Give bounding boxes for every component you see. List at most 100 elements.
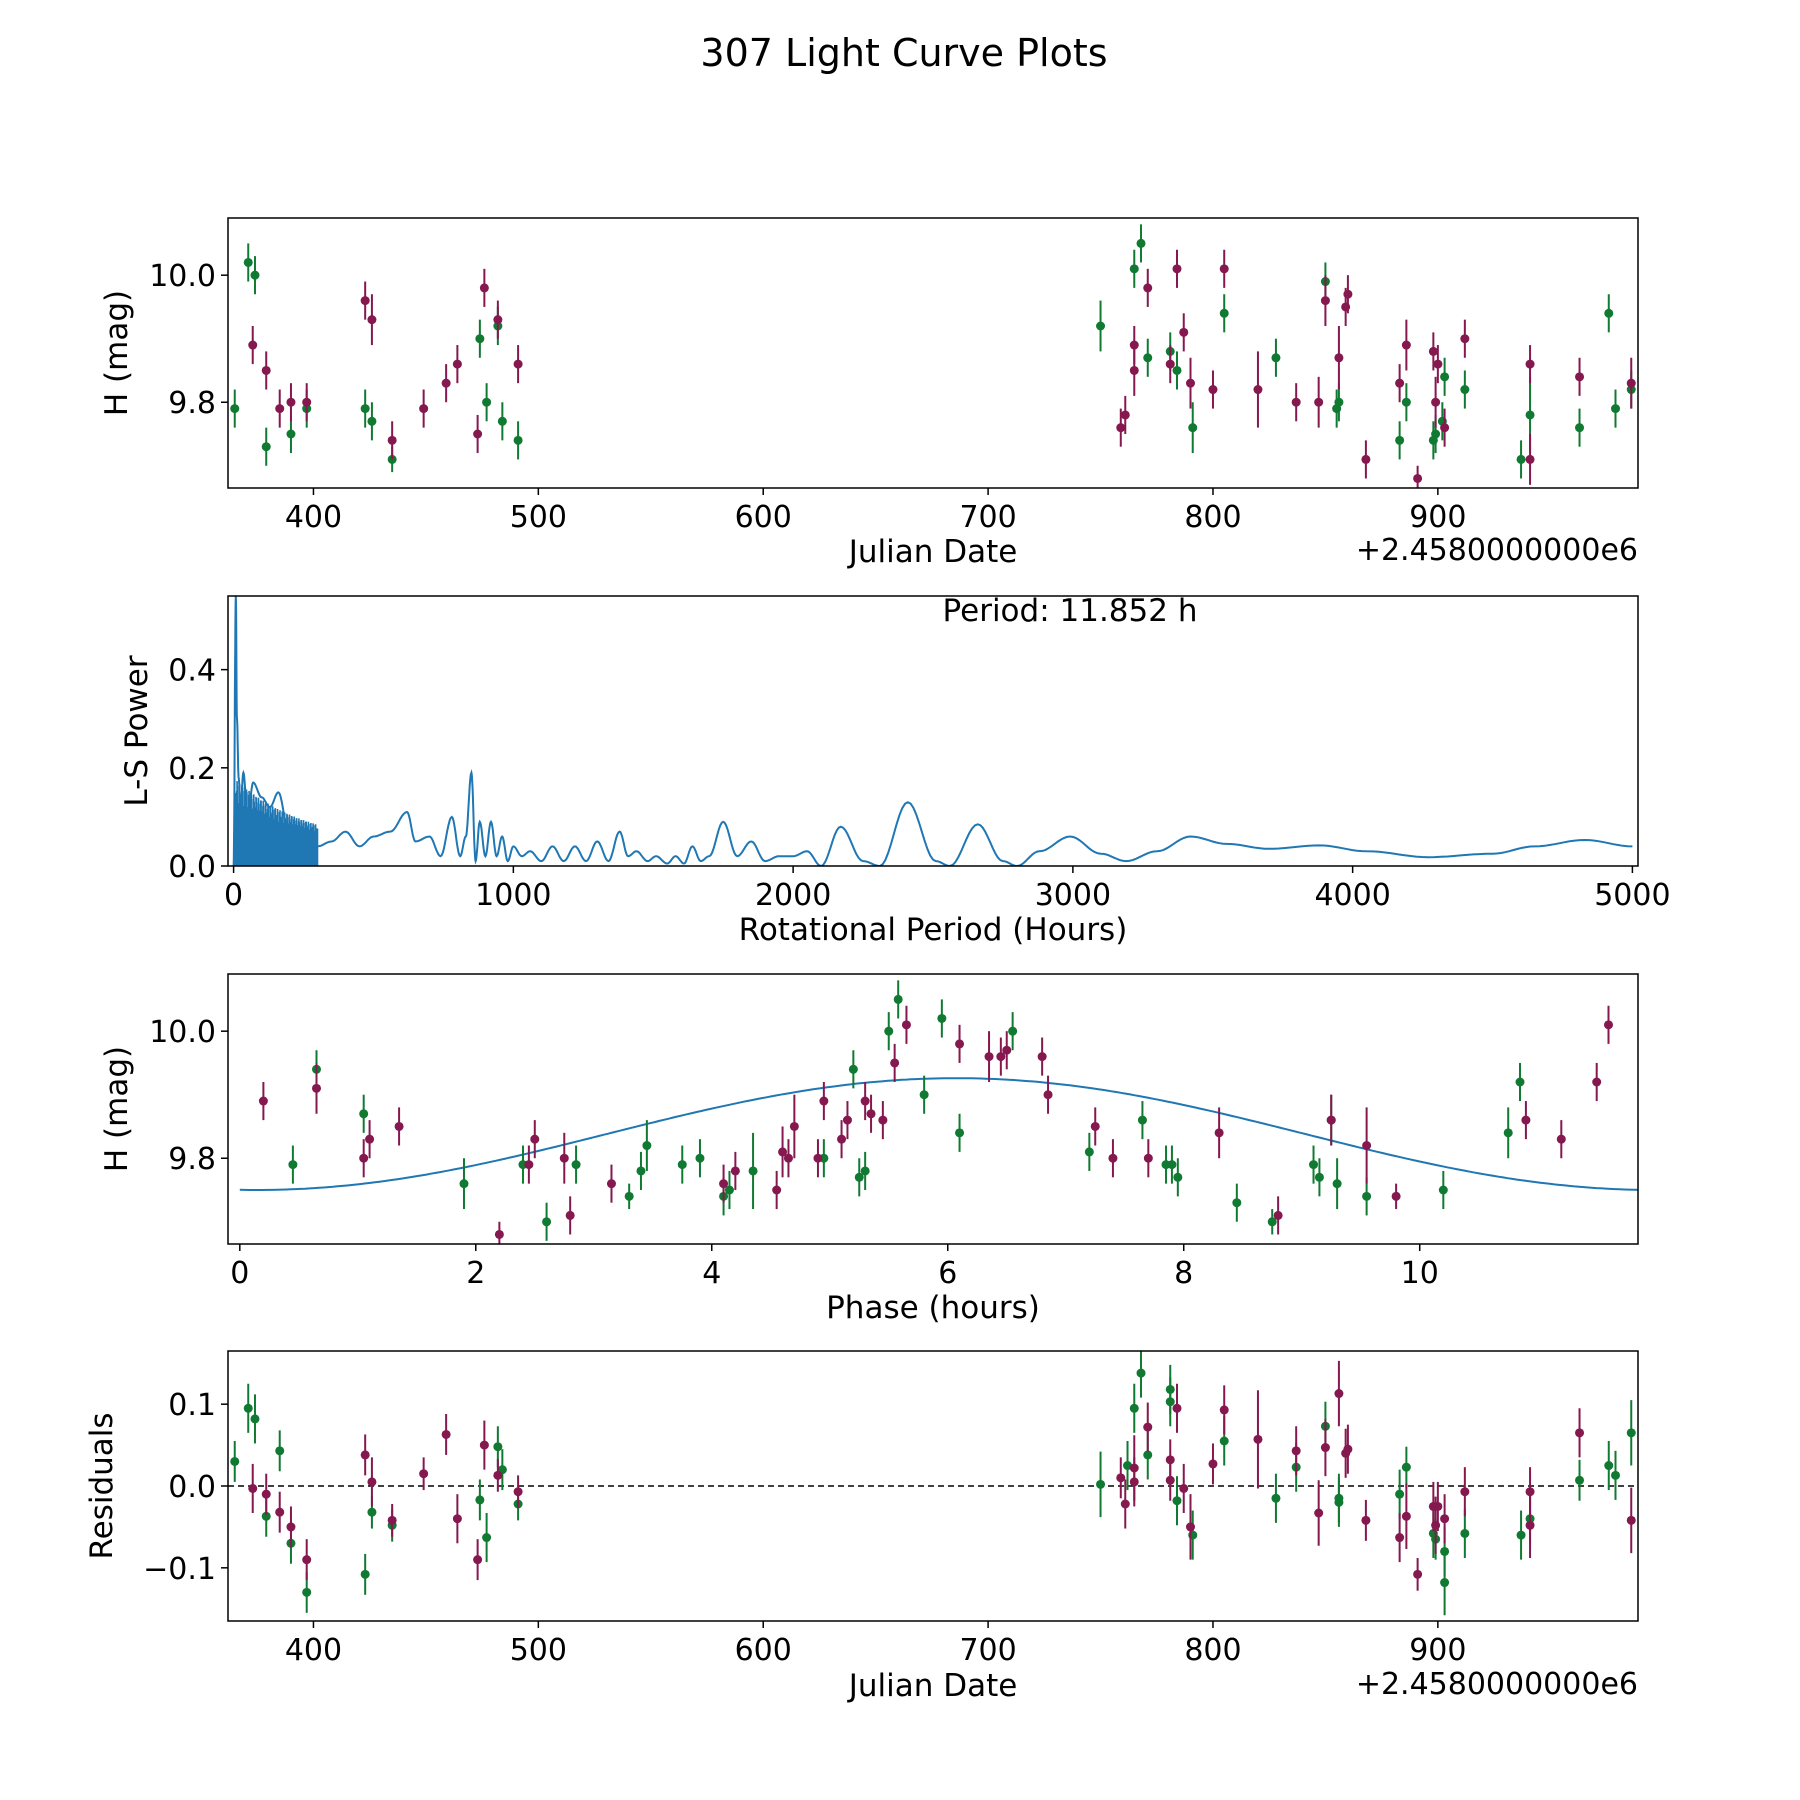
periodogram-xtick-label: 0	[224, 878, 243, 913]
green-data-point	[1267, 1217, 1277, 1227]
magenta-data-point	[1002, 1045, 1012, 1055]
residuals-frame	[227, 1350, 1639, 1622]
magenta-data-point	[1143, 283, 1153, 293]
magenta-data-point	[302, 397, 312, 407]
phased-xtick-label: 8	[1174, 1256, 1193, 1291]
magenta-data-point	[1253, 1434, 1263, 1444]
green-data-point	[1362, 1191, 1372, 1201]
green-data-point	[677, 1160, 687, 1170]
magenta-data-point	[248, 340, 258, 350]
magenta-data-point	[1521, 1115, 1531, 1125]
periodogram-xtick-label: 3000	[1035, 878, 1111, 913]
magenta-data-point	[359, 1153, 369, 1163]
magenta-data-point	[1626, 1515, 1636, 1525]
magenta-data-point	[1413, 1569, 1423, 1579]
magenta-data-point	[860, 1096, 870, 1106]
green-data-point	[275, 1446, 285, 1456]
magenta-data-point	[559, 1153, 569, 1163]
magenta-data-point	[387, 435, 397, 445]
green-data-point	[367, 416, 377, 426]
magenta-data-point	[1143, 1153, 1153, 1163]
magenta-data-point	[1219, 264, 1229, 274]
green-data-point	[459, 1179, 469, 1189]
green-data-point	[1137, 1115, 1147, 1125]
green-data-point	[261, 442, 271, 452]
magenta-data-point	[258, 1096, 268, 1106]
green-data-point	[1503, 1128, 1513, 1138]
periodogram-xlabel: Rotational Period (Hours)	[739, 912, 1128, 948]
magenta-data-point	[1116, 423, 1126, 433]
magenta-data-point	[984, 1052, 994, 1062]
green-data-point	[1129, 264, 1139, 274]
magenta-data-point	[275, 404, 285, 414]
green-data-point	[302, 1587, 312, 1597]
magenta-data-point	[878, 1115, 888, 1125]
residuals-ylabel: Residuals	[84, 1412, 120, 1559]
green-data-point	[1219, 1436, 1229, 1446]
magenta-data-point	[565, 1210, 575, 1220]
periodogram-xtick-label: 2000	[755, 878, 831, 913]
magenta-data-point	[1037, 1052, 1047, 1062]
magenta-data-point	[1428, 346, 1438, 356]
green-data-point	[1136, 1368, 1146, 1378]
green-data-point	[243, 257, 253, 267]
phased-xtick-label: 0	[230, 1256, 249, 1291]
green-data-point	[636, 1166, 646, 1176]
magenta-data-point	[1556, 1134, 1566, 1144]
green-data-point	[1136, 238, 1146, 248]
green-data-point	[642, 1141, 652, 1151]
magenta-data-point	[955, 1039, 965, 1049]
green-data-point	[1440, 1546, 1450, 1556]
green-data-point	[1460, 385, 1470, 395]
magenta-data-point	[1395, 378, 1405, 388]
lightcurve-ytick-label: 9.8	[168, 386, 216, 421]
magenta-data-point	[367, 1477, 377, 1487]
magenta-data-point	[1592, 1077, 1602, 1087]
green-data-point	[1516, 1530, 1526, 1540]
magenta-data-point	[1179, 327, 1189, 337]
magenta-data-point	[1361, 454, 1371, 464]
periodogram-ticks: 0 1000 2000 3000 4000 5000 0.0 0.2 0.4	[168, 654, 1670, 913]
magenta-data-point	[1208, 1459, 1218, 1469]
periodogram-ylabel: L-S Power	[119, 655, 155, 806]
periodogram-forest	[234, 781, 319, 866]
lightcurve-xtick-label: 400	[285, 500, 342, 535]
green-data-point	[1575, 423, 1585, 433]
magenta-data-point	[1433, 359, 1443, 369]
magenta-data-point	[1413, 473, 1423, 483]
residuals-xtick-label: 400	[285, 1633, 342, 1668]
magenta-data-point	[1334, 1389, 1344, 1399]
green-data-point	[261, 1511, 271, 1521]
phased-xtick-label: 4	[702, 1256, 721, 1291]
periodogram-panel: 0 1000 2000 3000 4000 5000 0.0 0.2 0.4 Period: 1…	[119, 593, 1671, 948]
residuals-xtick-label: 600	[735, 1633, 792, 1668]
green-data-point	[367, 1507, 377, 1517]
magenta-data-point	[473, 1555, 483, 1565]
green-data-point	[893, 994, 903, 1004]
magenta-data-point	[1460, 334, 1470, 344]
magenta-data-point	[365, 1134, 375, 1144]
magenta-data-point	[1343, 1444, 1353, 1454]
green-data-point	[1232, 1198, 1242, 1208]
magenta-data-point	[1401, 1511, 1411, 1521]
magenta-data-point	[394, 1121, 404, 1131]
green-data-point	[1129, 1403, 1139, 1413]
magenta-data-point	[1185, 1522, 1195, 1532]
green-data-point	[1096, 1479, 1106, 1489]
magenta-data-point	[1314, 397, 1324, 407]
magenta-data-point	[261, 365, 271, 375]
magenta-data-point	[419, 404, 429, 414]
green-data-point	[1165, 1397, 1175, 1407]
magenta-data-point	[772, 1185, 782, 1195]
lightcurve-ylabel: H (mag)	[99, 290, 135, 416]
lightcurve-ticks: 400 500 600 700 800 900 9.8 10.0	[149, 259, 1466, 535]
magenta-data-point	[493, 1470, 503, 1480]
magenta-data-point	[1460, 1487, 1470, 1497]
magenta-data-point	[1343, 289, 1353, 299]
magenta-data-point	[1185, 378, 1195, 388]
residuals-marks	[228, 1351, 1638, 1616]
magenta-data-point	[813, 1153, 823, 1163]
phased-ytick-label: 9.8	[168, 1142, 216, 1177]
magenta-data-point	[730, 1166, 740, 1176]
green-data-point	[1460, 1528, 1470, 1538]
